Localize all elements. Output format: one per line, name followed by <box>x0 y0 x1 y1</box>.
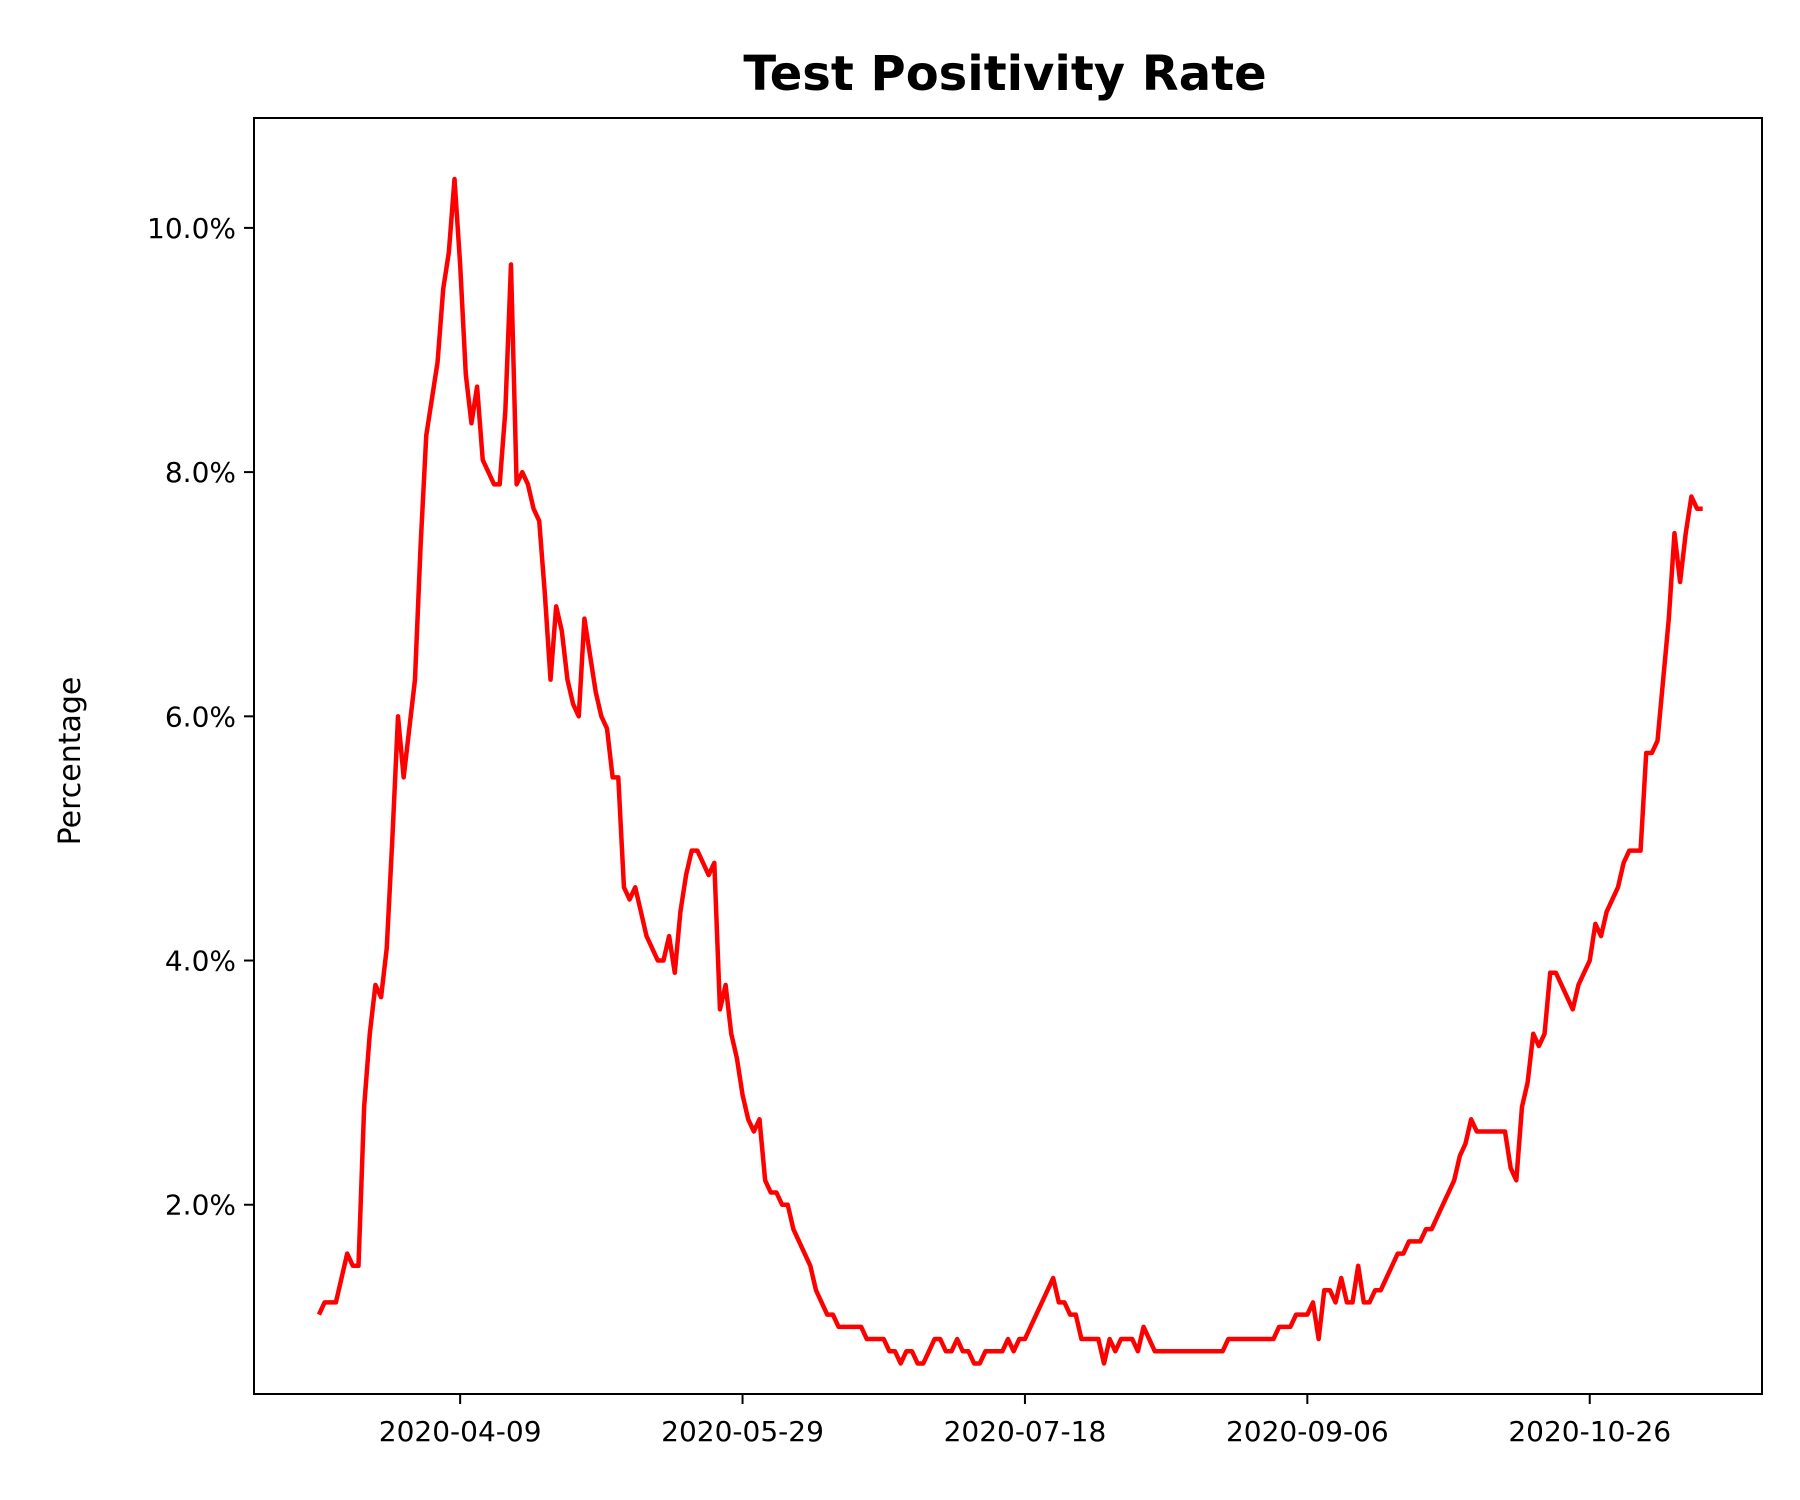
y-tick-label: 4.0% <box>165 945 236 978</box>
chart-title: Test Positivity Rate <box>743 46 1266 102</box>
x-tick-label: 2020-09-06 <box>1226 1415 1389 1448</box>
x-tick-label: 2020-04-09 <box>379 1415 542 1448</box>
x-tick-label: 2020-07-18 <box>944 1415 1107 1448</box>
y-tick-label: 6.0% <box>165 700 236 733</box>
plot-frame <box>253 117 1763 1395</box>
x-tick-label: 2020-05-29 <box>661 1415 824 1448</box>
y-tick-label: 2.0% <box>165 1189 236 1222</box>
series-line <box>316 176 1703 1366</box>
y-tick-label: 10.0% <box>147 212 236 245</box>
y-axis-label: Percentage <box>53 677 88 846</box>
axis-ticks: 2020-04-09 2020-05-29 2020-07-18 2020-09-06… <box>147 212 1671 1448</box>
series-layer <box>316 176 1703 1366</box>
x-tick-label: 2020-10-26 <box>1508 1415 1671 1448</box>
y-tick-label: 8.0% <box>165 456 236 489</box>
